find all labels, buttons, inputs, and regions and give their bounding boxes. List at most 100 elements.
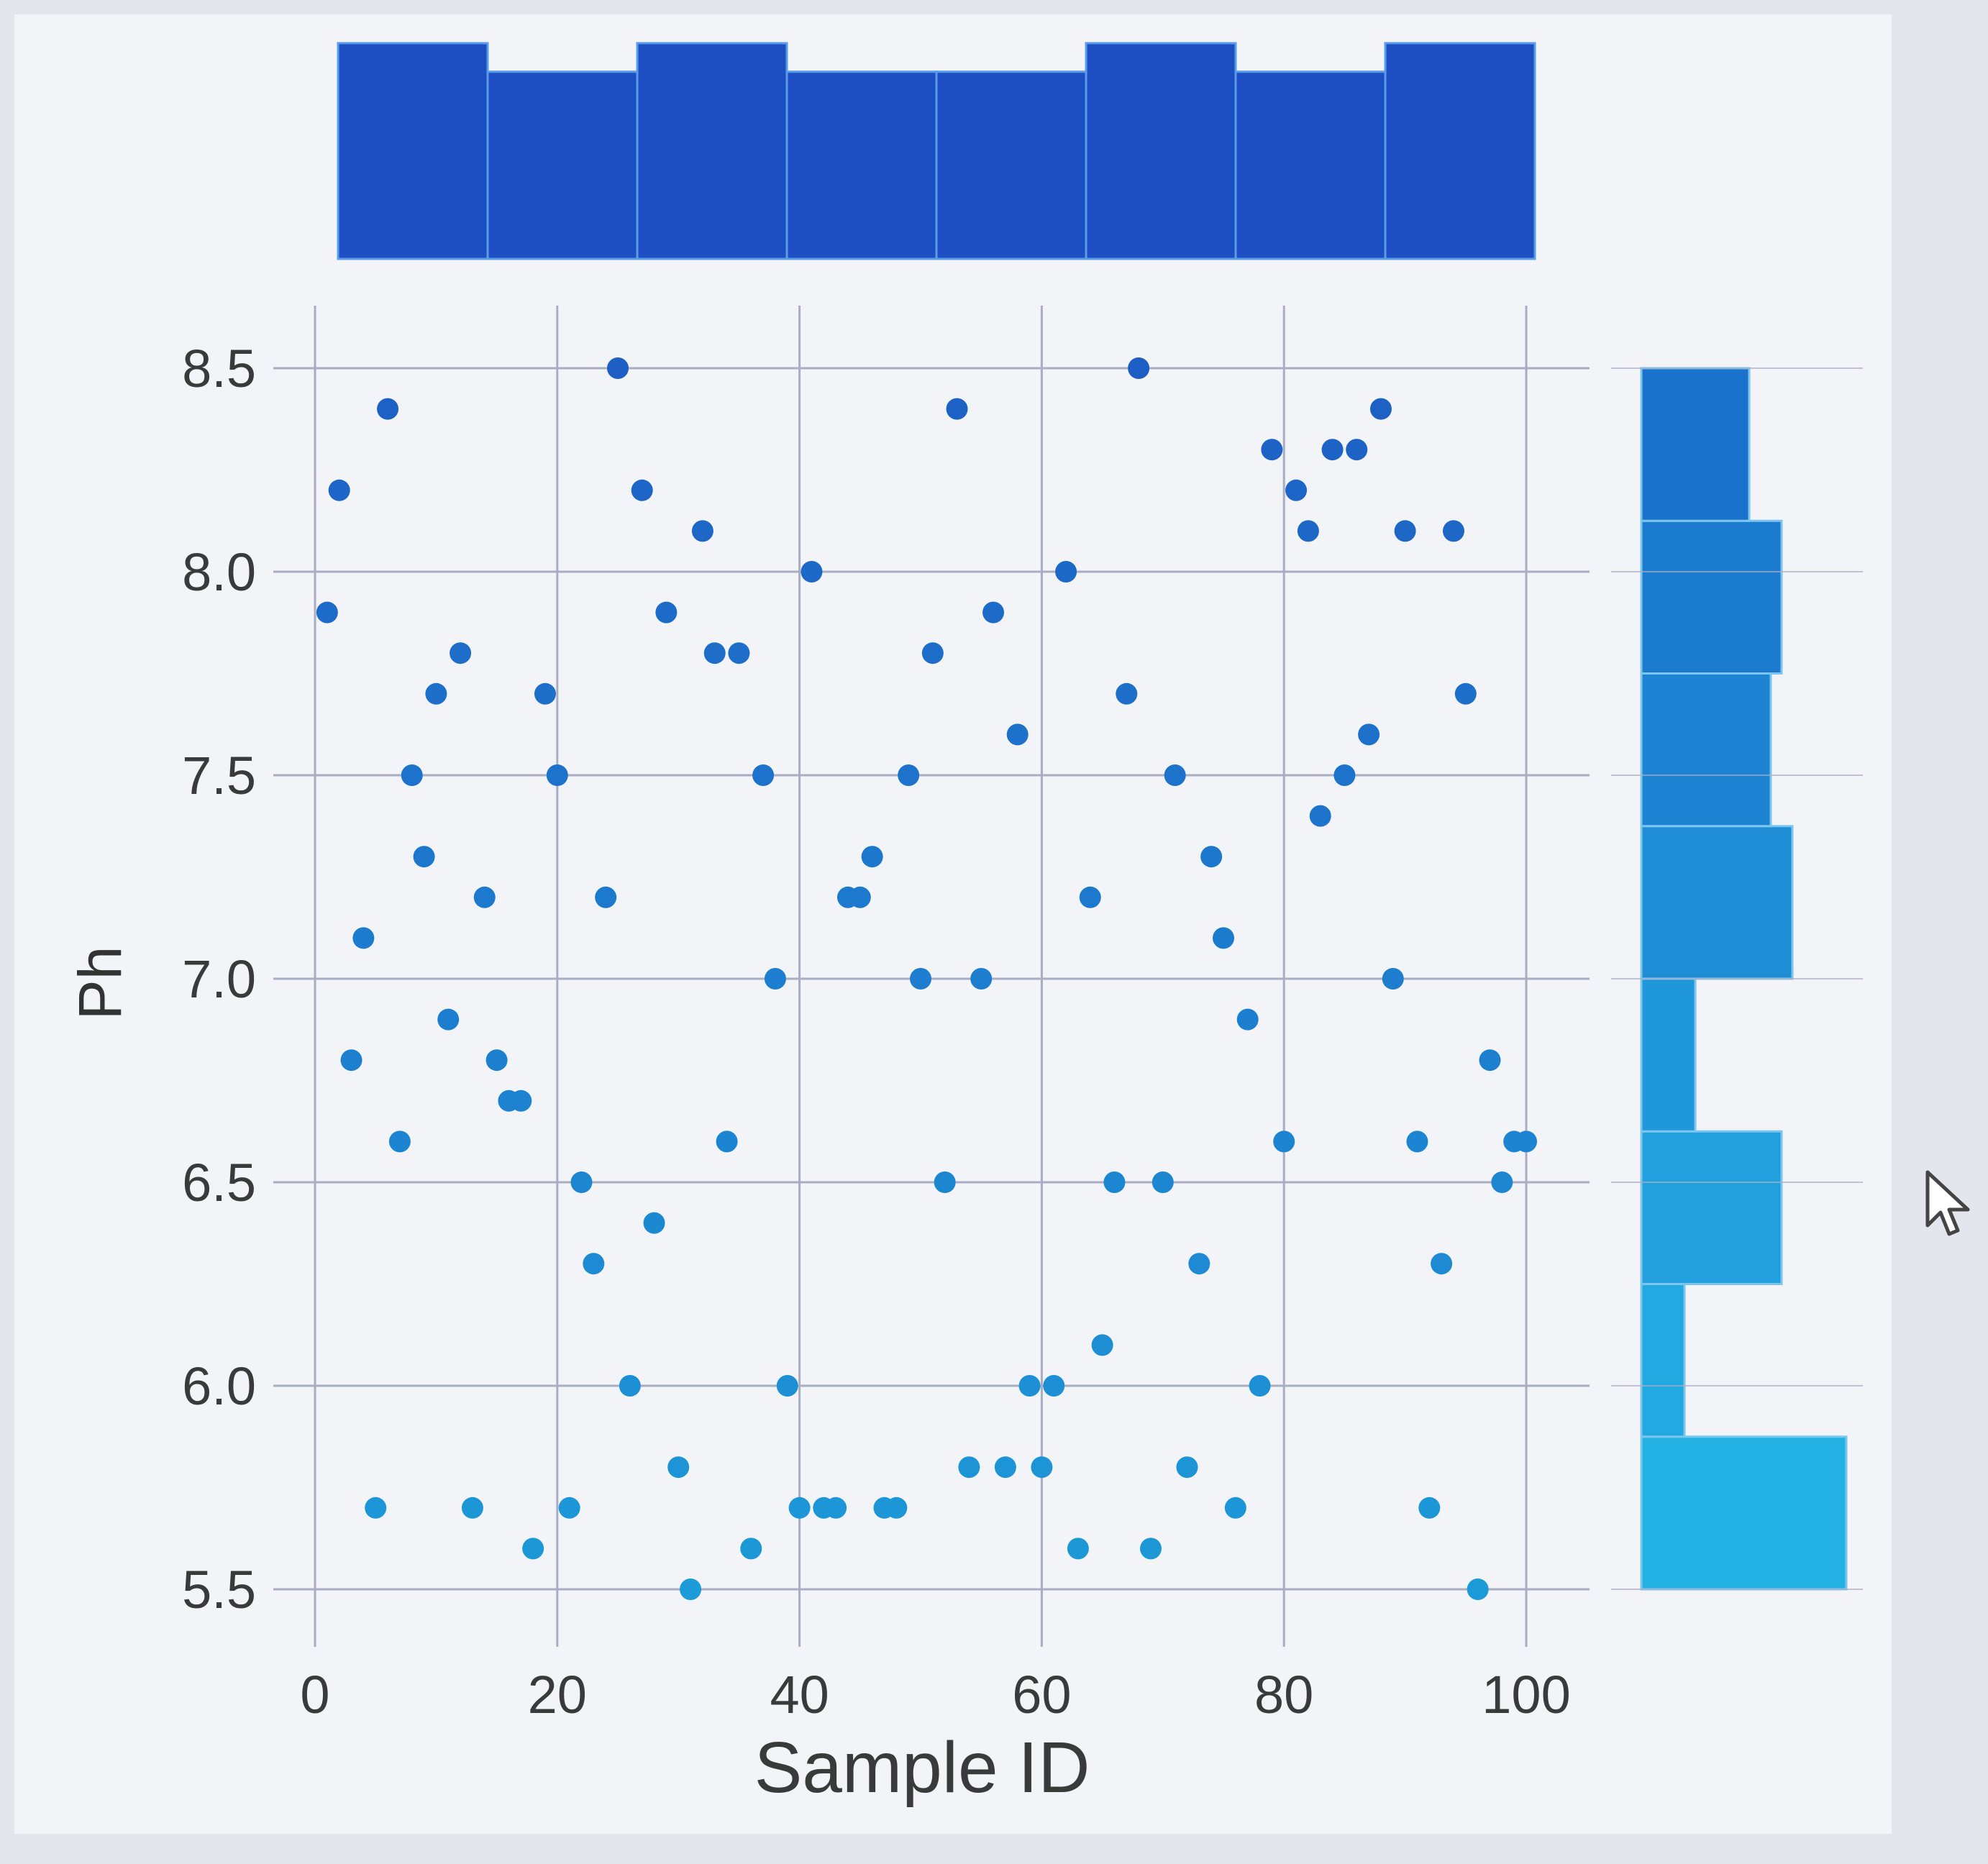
- scatter-point: [1103, 1171, 1126, 1193]
- scatter-point: [958, 1456, 980, 1479]
- scatter-point: [388, 1130, 411, 1153]
- scatter-point: [437, 1008, 460, 1031]
- scatter-point: [1055, 561, 1077, 582]
- scatter-point: [703, 642, 726, 664]
- scatter-point: [861, 846, 883, 868]
- scatter-point: [1018, 1375, 1041, 1397]
- scatter-point: [1031, 1456, 1053, 1479]
- top-histogram-bar: [935, 70, 1088, 260]
- scatter-point: [1261, 439, 1283, 461]
- scatter-point: [1309, 805, 1331, 827]
- scatter-point: [680, 1579, 702, 1600]
- scatter-point: [1224, 1497, 1246, 1519]
- x-tick-label: 0: [300, 1665, 329, 1724]
- scatter-point: [1346, 439, 1368, 461]
- top-histogram-bar: [1234, 70, 1387, 260]
- scatter-point: [1297, 520, 1319, 542]
- scatter-point: [970, 968, 993, 990]
- scatter-point: [631, 479, 653, 501]
- scatter-point: [1273, 1130, 1295, 1153]
- scatter-point: [570, 1171, 593, 1193]
- scatter-point: [546, 764, 568, 786]
- scatter-point: [825, 1497, 847, 1519]
- scatter-point: [643, 1212, 665, 1234]
- top-histogram-bar: [636, 42, 788, 260]
- top-histogram-bar: [337, 42, 489, 260]
- scatter-point: [1358, 723, 1380, 746]
- scatter-point: [1333, 764, 1356, 786]
- scatter-point: [473, 886, 496, 908]
- scatter-point: [1406, 1130, 1428, 1153]
- scatter-point: [1418, 1497, 1441, 1519]
- top-histogram-bar: [486, 70, 639, 260]
- scatter-point: [401, 764, 423, 786]
- scatter-point: [934, 1171, 956, 1193]
- scatter-point: [1491, 1171, 1513, 1193]
- top-histogram-bar: [785, 70, 938, 260]
- scatter-point: [1431, 1253, 1453, 1275]
- scatter-point: [1079, 886, 1101, 908]
- scatter-point: [982, 601, 1005, 623]
- right-histogram-bar: [1640, 1435, 1848, 1591]
- right-histogram-bar: [1640, 367, 1751, 522]
- scatter-point: [352, 927, 375, 949]
- scatter-point: [885, 1497, 908, 1519]
- scatter-point: [1043, 1375, 1065, 1397]
- scatter-point: [1164, 764, 1186, 786]
- scatter-point: [716, 1130, 738, 1153]
- scatter-point: [1236, 1008, 1259, 1031]
- scatter-point: [667, 1456, 690, 1479]
- x-tick-label: 20: [528, 1665, 587, 1724]
- y-tick-label: 8.0: [182, 542, 256, 602]
- scatter-point: [994, 1456, 1016, 1479]
- scatter-point: [1467, 1579, 1489, 1600]
- top-histogram-bar: [1384, 42, 1536, 260]
- top-histogram-bar: [1085, 42, 1237, 260]
- scatter-point: [921, 642, 944, 664]
- scatter-point: [534, 682, 556, 705]
- scatter-point: [1515, 1130, 1537, 1153]
- y-tick-label: 6.0: [182, 1356, 256, 1416]
- scatter-point: [655, 601, 678, 623]
- x-tick-label: 80: [1254, 1665, 1313, 1724]
- x-axis-label: Sample ID: [754, 1727, 1090, 1808]
- scatter-point: [1369, 398, 1392, 420]
- scatter-point: [1116, 682, 1138, 705]
- y-tick-label: 8.5: [182, 339, 256, 398]
- x-tick-label: 40: [770, 1665, 829, 1724]
- y-tick-label: 5.5: [182, 1560, 256, 1619]
- scatter-point: [365, 1497, 387, 1519]
- y-axis-ticks: 5.5 6.0 6.5 7.0 7.5 8.0 8.5: [182, 339, 256, 1619]
- scatter-point: [1454, 682, 1477, 705]
- scatter-point: [558, 1497, 580, 1519]
- scatter-point: [1394, 520, 1416, 542]
- scatter-point: [1479, 1049, 1501, 1072]
- mouse-pointer-icon: [1925, 1170, 1970, 1236]
- scatter-point: [377, 398, 399, 420]
- scatter-point: [425, 682, 447, 705]
- y-tick-label: 7.5: [182, 746, 256, 805]
- scatter-point: [328, 479, 350, 501]
- y-axis-label: Ph: [66, 946, 134, 1020]
- scatter-point: [583, 1253, 605, 1275]
- right-histogram-bar: [1640, 672, 1772, 828]
- scatter-point: [1139, 1538, 1162, 1560]
- y-tick-label: 6.5: [182, 1153, 256, 1212]
- right-histogram-bar: [1640, 825, 1794, 980]
- scatter-point: [1091, 1334, 1113, 1356]
- scatter-point: [898, 764, 920, 786]
- scatter-point: [619, 1375, 641, 1397]
- scatter-points: [316, 357, 1537, 1600]
- scatter-point: [752, 764, 775, 786]
- scatter-point: [788, 1497, 811, 1519]
- scatter-point: [1382, 968, 1404, 990]
- right-histogram-bar: [1640, 977, 1697, 1133]
- scatter-point: [450, 642, 472, 664]
- scatter-point: [740, 1538, 762, 1560]
- scatter-point: [910, 968, 931, 990]
- scatter-point: [849, 886, 871, 908]
- scatter-point: [461, 1497, 483, 1519]
- scatter-point: [764, 968, 786, 990]
- scatter-point: [728, 642, 750, 664]
